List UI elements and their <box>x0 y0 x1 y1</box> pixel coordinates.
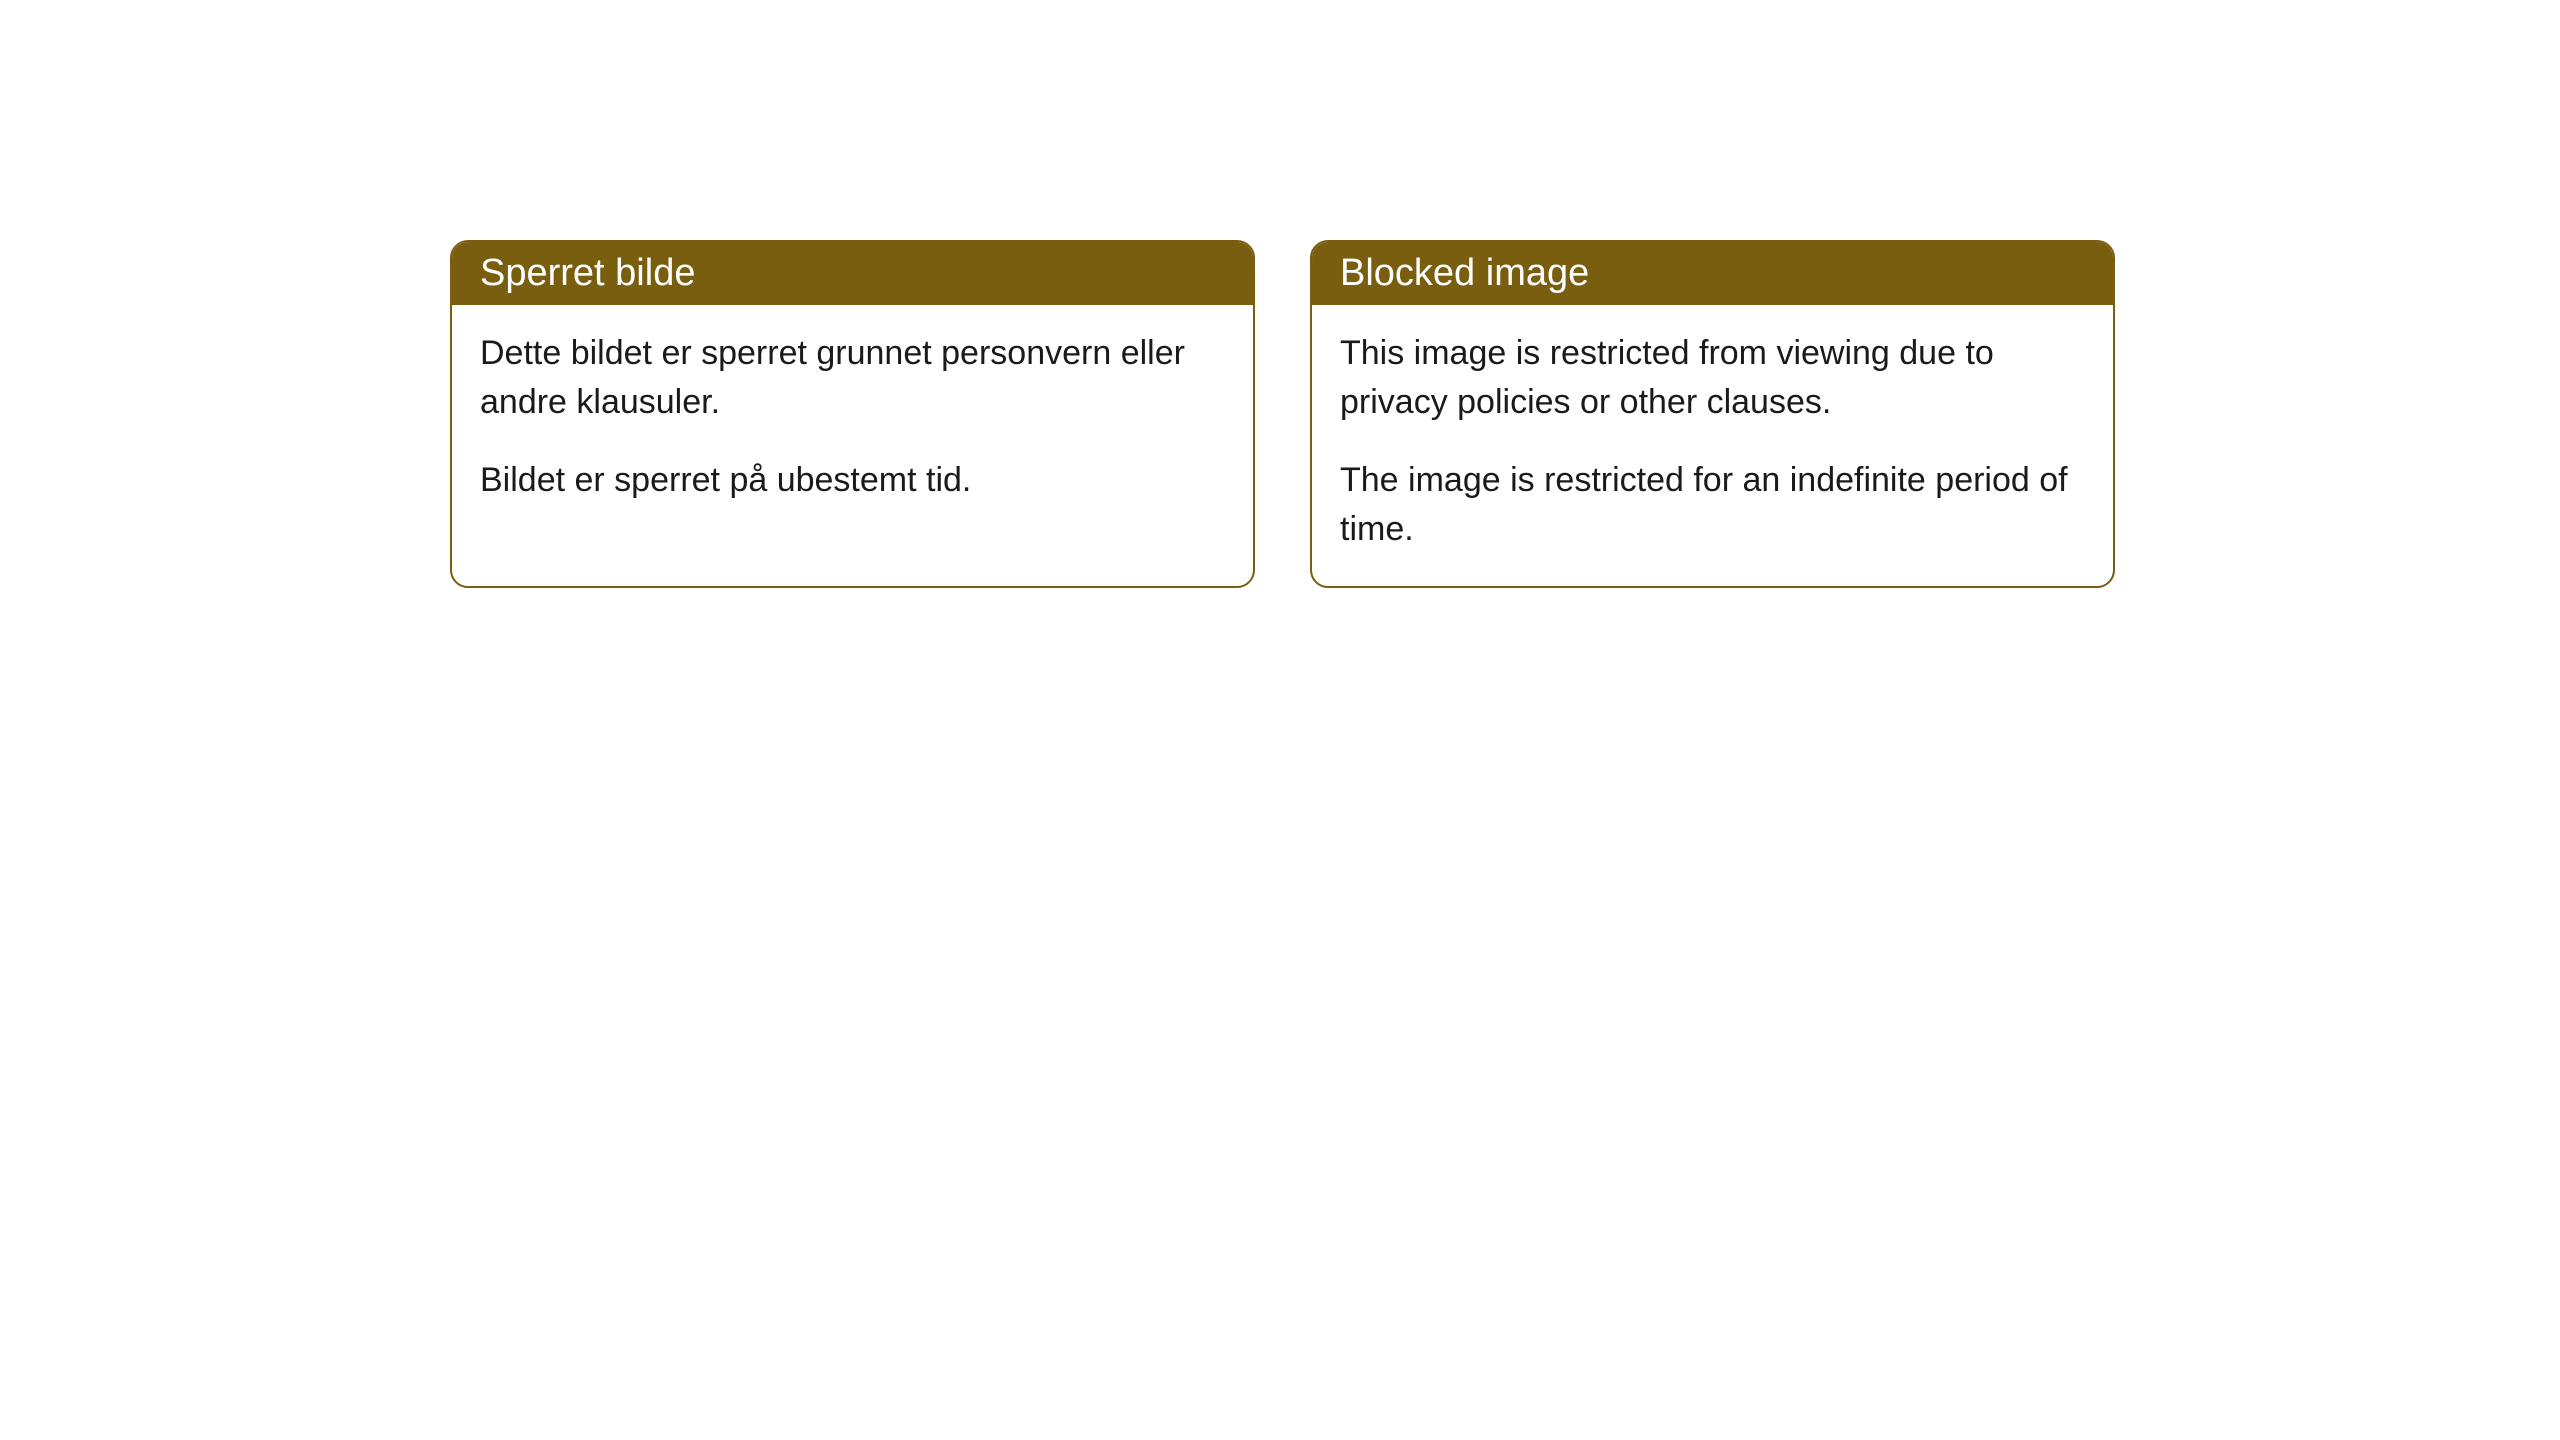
card-paragraph: The image is restricted for an indefinit… <box>1340 456 2085 555</box>
notice-card-english: Blocked image This image is restricted f… <box>1310 240 2115 588</box>
card-paragraph: Bildet er sperret på ubestemt tid. <box>480 456 1225 505</box>
card-header: Sperret bilde <box>452 242 1253 305</box>
card-title: Sperret bilde <box>480 252 695 294</box>
card-header: Blocked image <box>1312 242 2113 305</box>
card-body: This image is restricted from viewing du… <box>1312 305 2113 586</box>
notice-container: Sperret bilde Dette bildet er sperret gr… <box>450 240 2115 588</box>
card-title: Blocked image <box>1340 252 1589 294</box>
card-paragraph: This image is restricted from viewing du… <box>1340 329 2085 428</box>
card-body: Dette bildet er sperret grunnet personve… <box>452 305 1253 537</box>
card-paragraph: Dette bildet er sperret grunnet personve… <box>480 329 1225 428</box>
notice-card-norwegian: Sperret bilde Dette bildet er sperret gr… <box>450 240 1255 588</box>
